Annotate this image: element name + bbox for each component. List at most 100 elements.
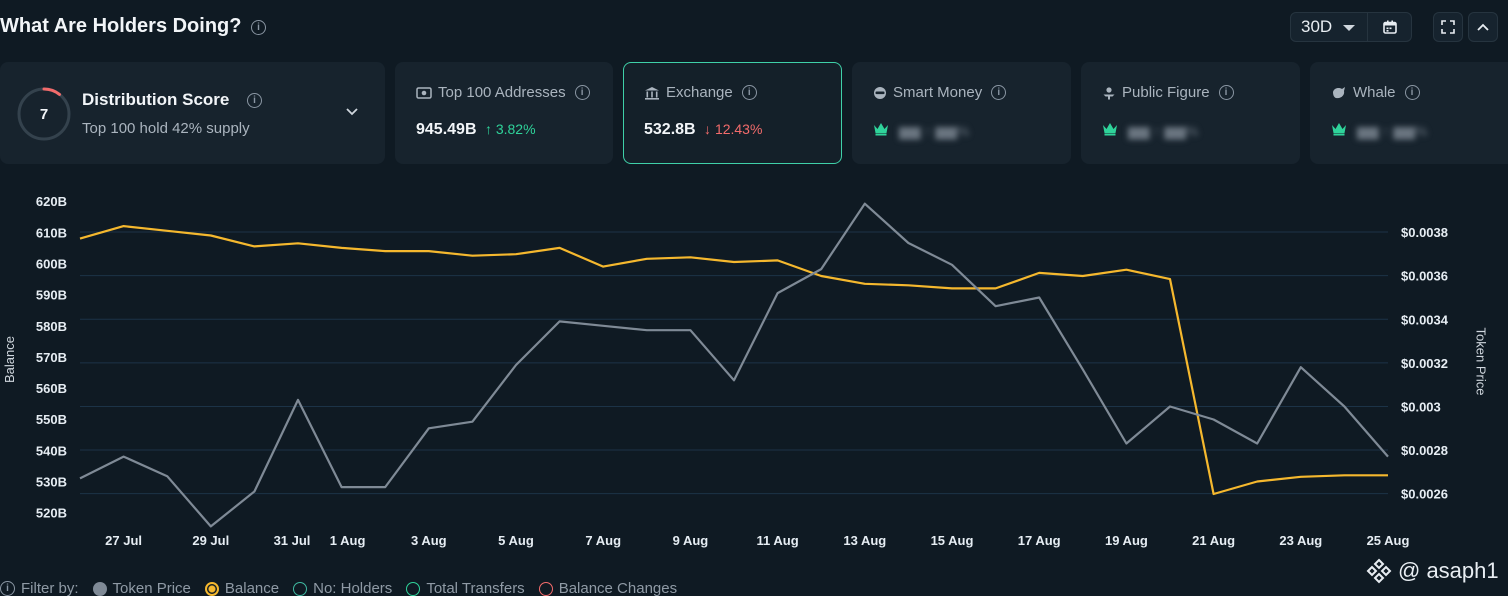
period-value: 30D <box>1301 17 1333 36</box>
y-axis-ticks: 620B 610B 600B 590B 580B 570B 560B 550B 540B 530B… <box>36 194 67 520</box>
public-figure-card[interactable]: Public Figure i ▆▆ ↑ ▆▆% <box>1081 62 1300 164</box>
y-tick-label: 530B <box>36 475 67 490</box>
crown-icon <box>1332 123 1346 136</box>
whale-card[interactable]: Whale i ▆▆ ↑ ▆▆% <box>1310 62 1508 164</box>
exchange-change-value: 12.43% <box>714 121 763 137</box>
y-tick-label: 610B <box>36 225 67 240</box>
y-tick-label: 600B <box>36 257 67 272</box>
calendar-icon <box>1382 20 1397 34</box>
x-tick-label: 3 Aug <box>411 533 447 548</box>
legend-marker <box>293 581 308 596</box>
filter-label-item: i Filter by: <box>0 580 79 596</box>
chevron-down-icon[interactable] <box>345 107 359 117</box>
money-icon <box>416 86 432 99</box>
y-tick-label: 560B <box>36 381 67 396</box>
top100-change: ↑ 3.82% <box>484 121 536 137</box>
y-tick-label: 580B <box>36 319 67 334</box>
legend-total-transfers[interactable]: Total Transfers <box>406 580 525 596</box>
legend-marker <box>204 581 219 596</box>
info-icon[interactable]: i <box>251 20 266 35</box>
info-icon: i <box>0 581 15 596</box>
public-figure-label: Public Figure <box>1122 84 1210 101</box>
x-tick-label: 31 Jul <box>274 533 311 548</box>
x-tick-label: 17 Aug <box>1018 533 1061 548</box>
score-value: 7 <box>40 106 48 123</box>
smart-money-card[interactable]: Smart Money i ▆▆ ↑ ▆▆% <box>852 62 1071 164</box>
y-tick-label: 570B <box>36 350 67 365</box>
chevron-down-icon <box>1343 25 1355 31</box>
y-tick-label: 590B <box>36 288 67 303</box>
x-tick-label: 25 Aug <box>1367 533 1410 548</box>
x-tick-label: 19 Aug <box>1105 533 1148 548</box>
legend-label: Token Price <box>112 580 191 596</box>
y2-axis-ticks: $0.0038 $0.0036 $0.0034 $0.0032 $0.003 $0.002… <box>1401 225 1449 502</box>
binance-logo-icon <box>1366 558 1392 584</box>
public-figure-icon <box>1103 86 1115 99</box>
top100-label: Top 100 Addresses <box>438 84 566 101</box>
x-tick-label: 9 Aug <box>673 533 709 548</box>
chevron-up-icon <box>1477 23 1489 31</box>
top100-card[interactable]: Top 100 Addresses i 945.49B ↑ 3.82% <box>395 62 613 164</box>
info-icon[interactable]: i <box>741 85 757 100</box>
crown-icon <box>874 123 888 136</box>
legend-balance-changes[interactable]: Balance Changes <box>538 580 678 596</box>
x-axis-ticks: 27 Jul 29 Jul 31 Jul 1 Aug 3 Aug 5 Aug 7 Aug 9 … <box>105 533 1409 548</box>
chart-legend: i Filter by: Token Price Balance No: Hol… <box>0 580 677 596</box>
crown-icon <box>1103 123 1117 136</box>
legend-label: Balance <box>224 580 280 596</box>
info-icon[interactable]: i <box>991 85 1007 100</box>
y-tick-label: 520B <box>36 506 67 521</box>
info-icon[interactable]: i <box>1218 85 1234 100</box>
collapse-button[interactable] <box>1468 12 1498 42</box>
section-header: What Are Holders Doing? i 30D <box>0 12 1508 44</box>
exchange-change: ↓ 12.43% <box>704 121 763 137</box>
y2-tick-label: $0.0034 <box>1401 312 1449 327</box>
info-icon[interactable]: i <box>574 85 590 100</box>
y-tick-label: 620B <box>36 194 67 209</box>
whale-label-row: Whale i <box>1331 84 1420 101</box>
top100-value: 945.49B <box>416 121 477 138</box>
public-figure-label-row: Public Figure i <box>1102 84 1234 101</box>
period-select[interactable]: 30D <box>1290 12 1368 42</box>
smart-money-label: Smart Money <box>893 84 983 101</box>
legend-holders[interactable]: No: Holders <box>293 580 392 596</box>
watermark: @ asaph1 <box>1366 558 1499 584</box>
exchange-card[interactable]: Exchange i 532.8B ↓ 12.43% <box>623 62 842 164</box>
x-tick-label: 15 Aug <box>931 533 974 548</box>
legend-label: Balance Changes <box>558 580 678 596</box>
exchange-value-row: 532.8B ↓ 12.43% <box>644 121 762 139</box>
y2-tick-label: $0.003 <box>1401 399 1441 414</box>
locked-value: ▆▆ ↑ ▆▆% <box>1357 123 1428 139</box>
page-title: What Are Holders Doing? <box>0 15 242 37</box>
x-tick-label: 21 Aug <box>1192 533 1235 548</box>
info-icon[interactable]: i <box>1404 85 1420 100</box>
legend-marker <box>92 581 107 596</box>
y2-tick-label: $0.0028 <box>1401 443 1448 458</box>
y-tick-label: 550B <box>36 412 67 427</box>
token-price-line <box>79 202 1389 528</box>
top100-change-value: 3.82% <box>495 121 536 137</box>
legend-token-price[interactable]: Token Price <box>92 580 191 596</box>
calendar-button[interactable] <box>1368 12 1412 42</box>
exchange-label-row: Exchange i <box>644 84 757 101</box>
info-icon[interactable]: i <box>247 93 262 108</box>
legend-label: Total Transfers <box>426 580 525 596</box>
exchange-value: 532.8B <box>644 121 696 138</box>
distribution-score-card[interactable]: 7 Distribution Score i Top 100 hold 42% … <box>0 62 385 164</box>
legend-marker <box>406 581 421 596</box>
x-tick-label: 29 Jul <box>192 533 229 548</box>
chart-series <box>79 202 1389 528</box>
top100-label-row: Top 100 Addresses i <box>416 84 590 101</box>
y2-tick-label: $0.0038 <box>1401 225 1448 240</box>
distribution-title: Distribution Score <box>82 90 230 109</box>
x-tick-label: 1 Aug <box>330 533 366 548</box>
chart-grid <box>80 231 1388 495</box>
legend-balance[interactable]: Balance <box>204 580 280 596</box>
smart-money-icon <box>874 86 886 99</box>
y-tick-label: 540B <box>36 443 67 458</box>
expand-icon <box>1441 20 1455 34</box>
whale-label: Whale <box>1353 84 1396 101</box>
watermark-text: @ asaph1 <box>1398 558 1499 583</box>
fullscreen-button[interactable] <box>1433 12 1463 42</box>
